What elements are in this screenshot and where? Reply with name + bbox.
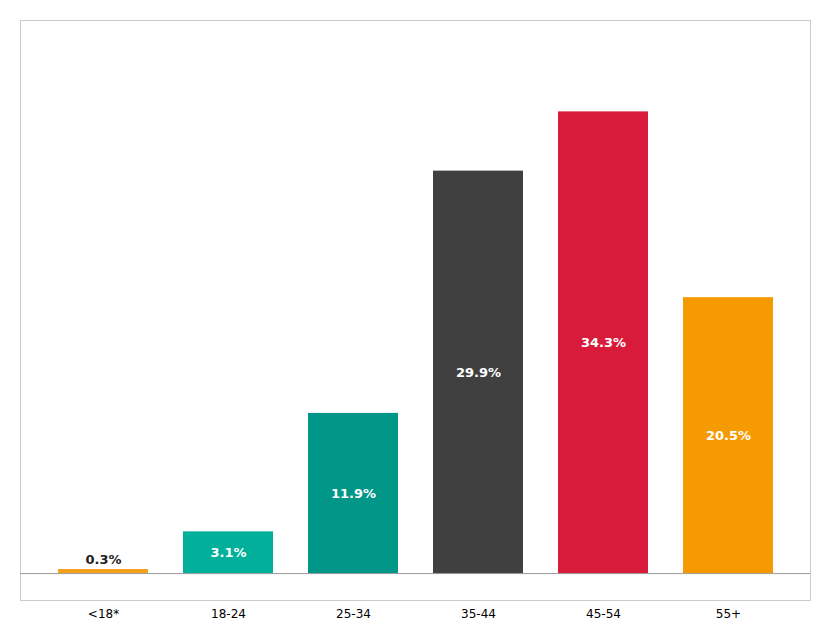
svg-text:25-34: 25-34	[336, 607, 371, 621]
svg-text:45-54: 45-54	[586, 607, 621, 621]
svg-text:35-44: 35-44	[461, 607, 496, 621]
svg-text:3.1%: 3.1%	[210, 545, 246, 560]
svg-text:55+: 55+	[716, 607, 741, 621]
svg-text:34.3%: 34.3%	[581, 335, 626, 350]
svg-text:0.3%: 0.3%	[85, 552, 121, 567]
svg-text:<18*: <18*	[88, 607, 119, 621]
svg-text:20.5%: 20.5%	[706, 428, 751, 443]
svg-text:18-24: 18-24	[211, 607, 246, 621]
svg-text:11.9%: 11.9%	[331, 486, 376, 501]
svg-text:29.9%: 29.9%	[456, 365, 501, 380]
